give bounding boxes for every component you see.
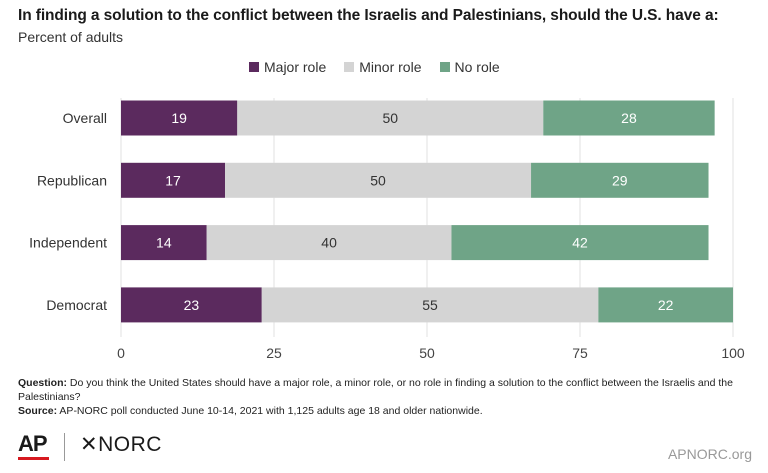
bar-segment [237,100,544,136]
legend-label-none: No role [454,59,500,75]
data-label: 17 [165,172,181,188]
question-label: Question: [18,377,67,389]
legend-item-none: No role [439,59,500,75]
ap-logo-underline [18,457,49,460]
bar-segment [206,225,452,261]
source-text: AP-NORC poll conducted June 10-14, 2021 … [57,405,483,417]
legend-swatch-none [439,62,450,72]
bar-segment [451,225,709,261]
data-label: 29 [612,172,628,188]
bar-segment [225,162,532,198]
data-label: 50 [370,172,386,188]
source-label: Source: [18,405,58,417]
legend-swatch-minor [344,62,355,72]
legend-swatch-major [249,62,259,72]
data-label: 42 [572,235,588,251]
bar-segment [543,100,715,136]
category-label: Republican [37,172,107,188]
footnote: Question: Do you think the United States… [18,376,758,418]
category-label: Overall [63,110,107,126]
x-tick-label: 50 [419,345,435,361]
data-label: 19 [171,110,187,126]
bar-segment [261,287,599,323]
category-label: Independent [29,235,107,251]
data-label: 40 [321,235,337,251]
norc-logo: ✕NORC [80,433,162,456]
bar-segment [121,225,207,261]
chart-title: In finding a solution to the conflict be… [18,7,719,24]
legend-item-minor: Minor role [344,59,422,75]
footnote-question: Question: Do you think the United States… [18,376,758,404]
chart-svg: 0 25 50 75 100 Overall 19 50 28 Republican 17 50 29 I… [29,98,745,361]
data-label: 50 [382,110,398,126]
legend-label-major: Major role [264,59,327,75]
x-tick-label: 100 [721,345,745,361]
bar-segment [531,162,709,198]
data-label: 55 [422,297,438,313]
legend: Major role Minor role No role [249,59,500,75]
data-label: 14 [156,235,172,251]
bar-segment [121,162,226,198]
category-label: Democrat [46,297,107,313]
footnote-source: Source: AP-NORC poll conducted June 10-1… [18,404,758,418]
ap-logo: AP [18,431,48,456]
bar-segment [598,287,733,323]
legend-item-major: Major role [249,59,326,75]
question-text: Do you think the United States should ha… [18,377,733,403]
bar-segment [121,100,238,136]
logo-divider [64,433,65,461]
legend-label-minor: Minor role [359,59,422,75]
bar-segment [121,287,262,323]
x-tick-label: 75 [572,345,588,361]
x-tick-label: 25 [266,345,282,361]
data-label: 23 [184,297,200,313]
x-tick-label: 0 [117,345,125,361]
data-label: 22 [658,297,674,313]
chart-subtitle: Percent of adults [18,29,124,45]
data-label: 28 [621,110,637,126]
site-link[interactable]: APNORC.org [667,446,752,462]
